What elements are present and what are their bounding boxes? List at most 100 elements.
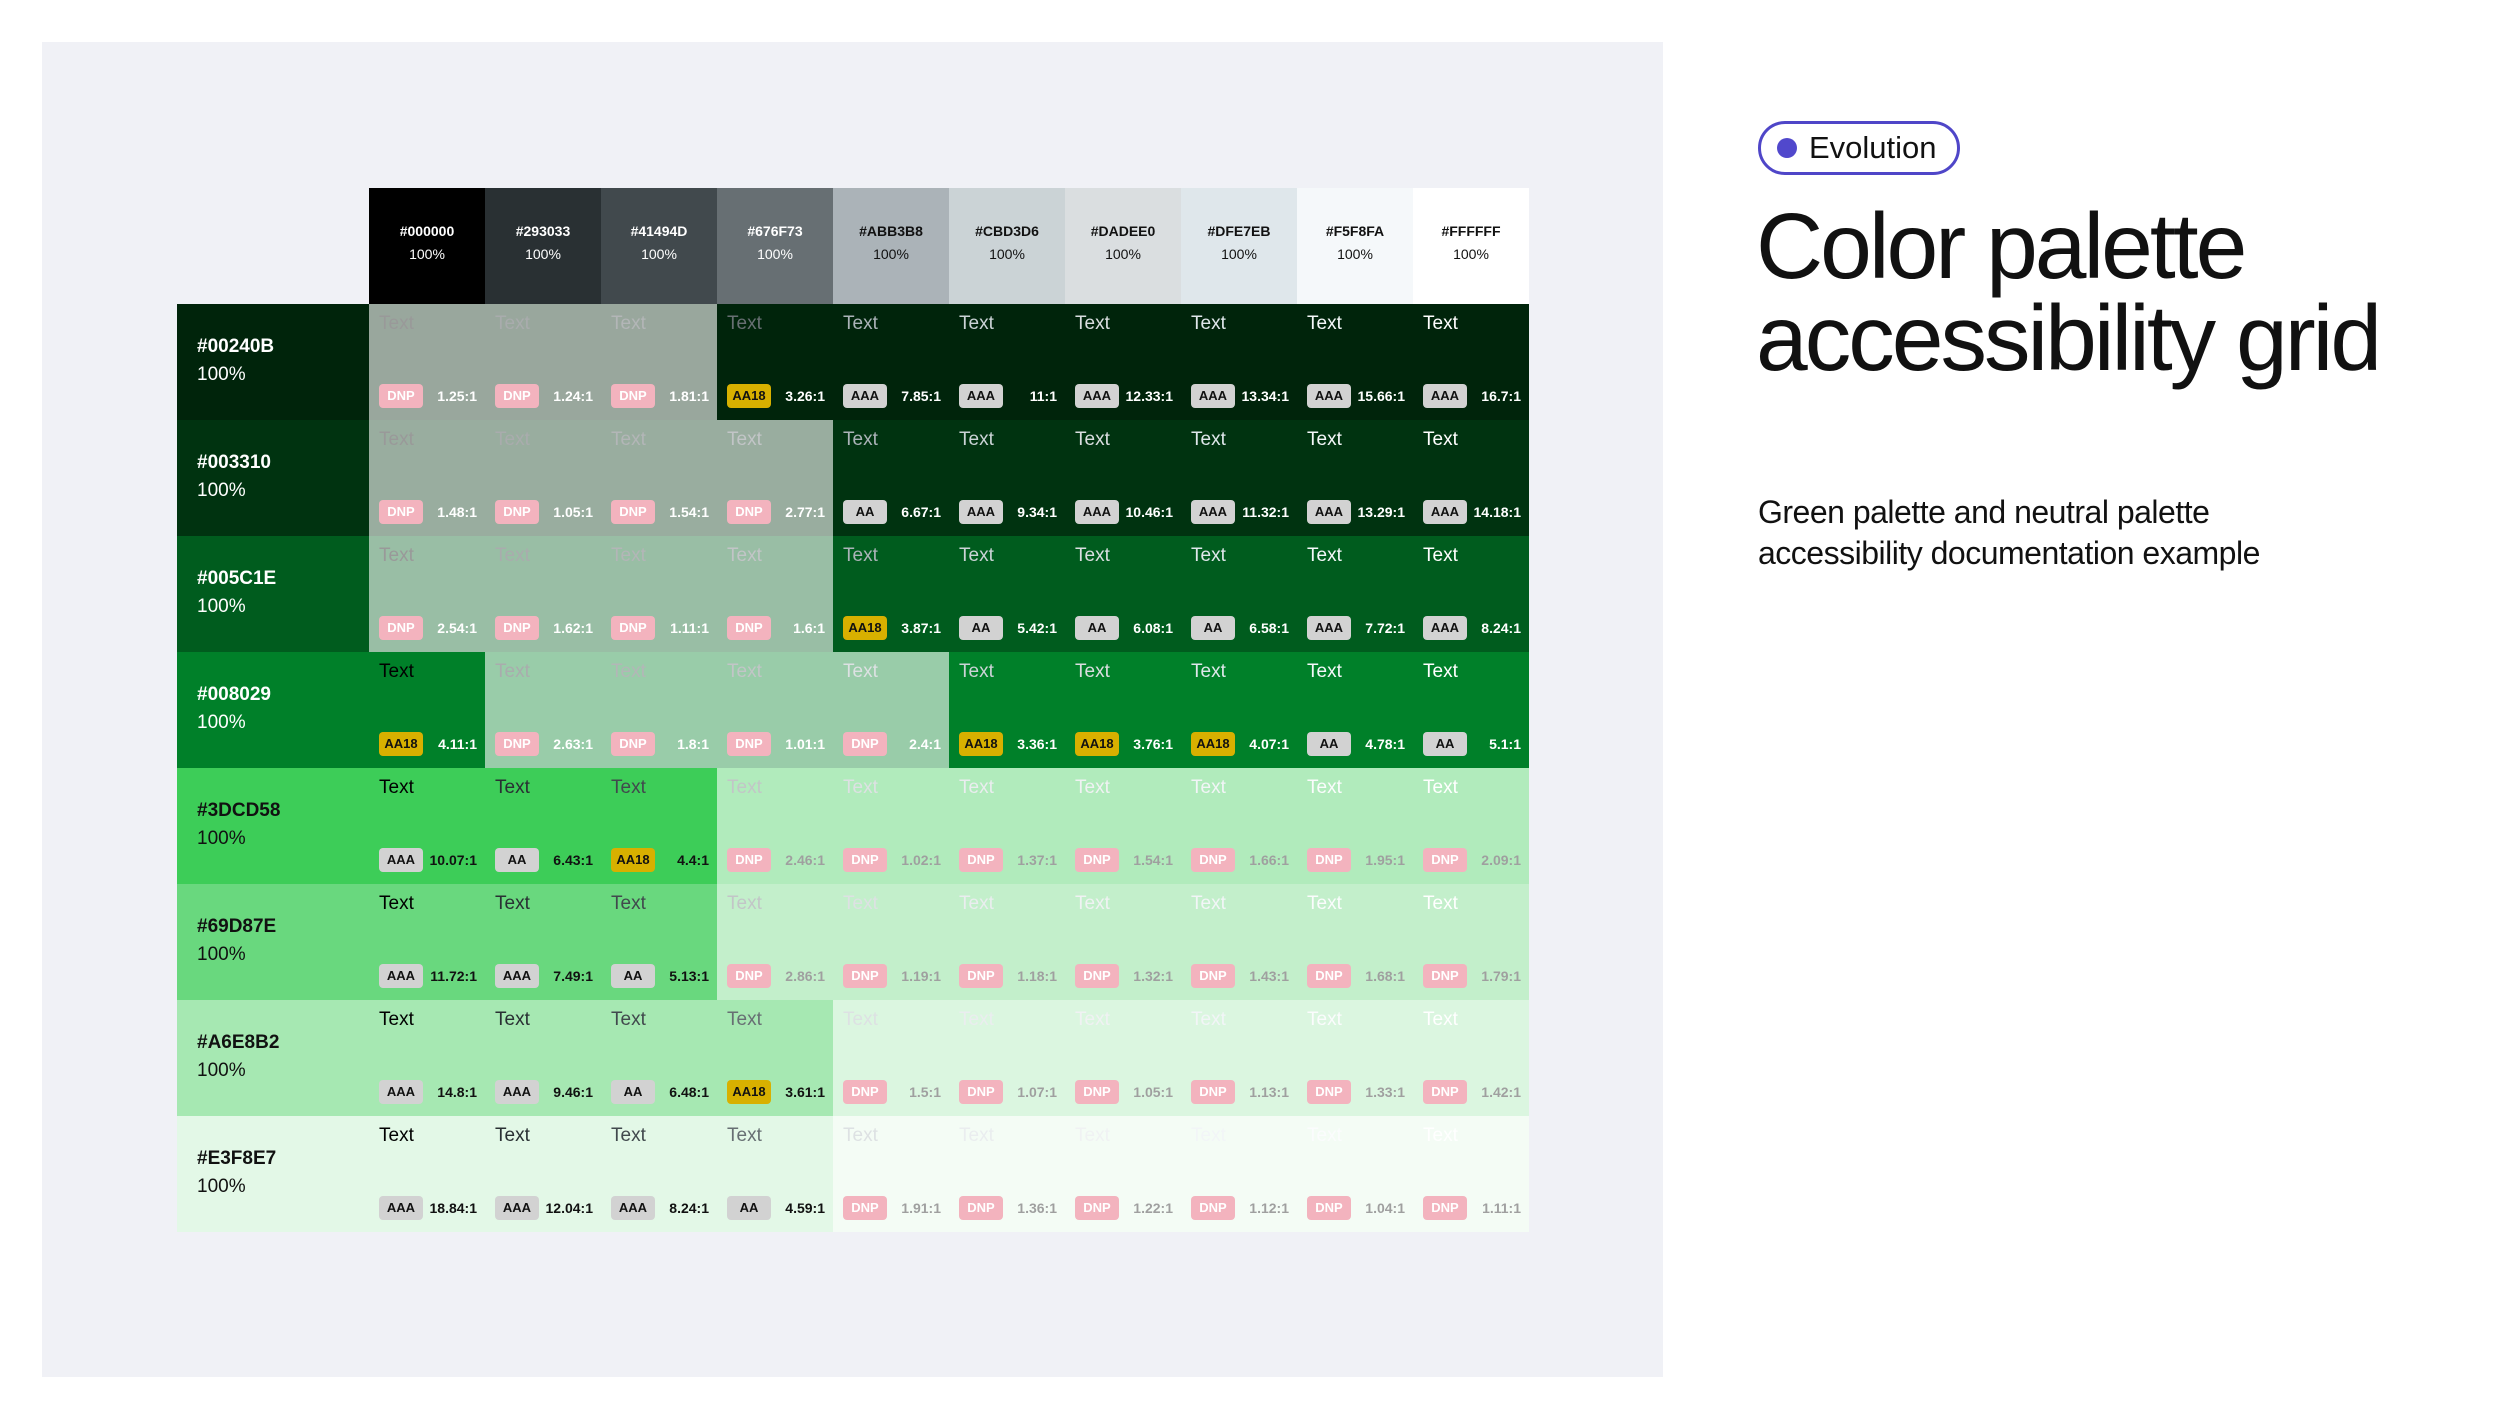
contrast-cell: Text DNP 1.62:1	[485, 536, 601, 652]
column-hex: #41494D	[630, 223, 688, 239]
contrast-ratio: 1.6:1	[793, 620, 825, 636]
contrast-ratio: 1.13:1	[1249, 1084, 1289, 1100]
rating-badge: AAA	[1307, 616, 1351, 640]
contrast-cell: Text AAA 11:1	[949, 304, 1065, 420]
column-opacity: 100%	[1221, 246, 1257, 262]
contrast-cell: Text AA 5.42:1	[949, 536, 1065, 652]
contrast-cell: Text AA 6.67:1	[833, 420, 949, 536]
contrast-cell: Text AAA 10.46:1	[1065, 420, 1181, 536]
sample-text: Text	[611, 313, 646, 334]
column-opacity: 100%	[873, 246, 909, 262]
sample-text: Text	[1191, 661, 1226, 682]
sample-text: Text	[1075, 661, 1110, 682]
sample-text: Text	[843, 661, 878, 682]
contrast-ratio: 4.11:1	[438, 736, 477, 752]
rating-badge: AAA	[495, 1196, 539, 1220]
rating-badge: DNP	[611, 616, 655, 640]
contrast-ratio: 14.18:1	[1473, 504, 1521, 520]
contrast-cell: Text AAA 8.24:1	[1413, 536, 1529, 652]
sample-text: Text	[1075, 545, 1110, 566]
contrast-ratio: 4.78:1	[1365, 736, 1405, 752]
contrast-cell: Text AAA 7.85:1	[833, 304, 949, 420]
contrast-ratio: 6.43:1	[553, 852, 593, 868]
row-opacity: 100%	[197, 480, 246, 501]
sample-text: Text	[959, 1009, 994, 1030]
contrast-cell: Text AA 4.59:1	[717, 1116, 833, 1232]
rating-badge: DNP	[959, 848, 1003, 872]
sample-text: Text	[379, 893, 414, 914]
rating-badge: DNP	[843, 964, 887, 988]
contrast-ratio: 10.46:1	[1125, 504, 1173, 520]
contrast-cell: Text AA18 4.4:1	[601, 768, 717, 884]
rating-badge: DNP	[727, 732, 771, 756]
contrast-ratio: 1.81:1	[669, 388, 709, 404]
contrast-ratio: 6.08:1	[1133, 620, 1173, 636]
rating-badge: DNP	[959, 964, 1003, 988]
contrast-cell: Text DNP 1.54:1	[1065, 768, 1181, 884]
contrast-ratio: 1.19:1	[901, 968, 941, 984]
rating-badge: DNP	[1075, 848, 1119, 872]
column-hex: #000000	[399, 223, 455, 239]
row-hex: #69D87E	[197, 916, 277, 937]
contrast-cell: Text AAA 9.34:1	[949, 420, 1065, 536]
contrast-ratio: 6.58:1	[1249, 620, 1289, 636]
column-opacity: 100%	[1337, 246, 1373, 262]
sample-text: Text	[1423, 893, 1458, 914]
rating-badge: AAA	[1423, 500, 1467, 524]
sample-text: Text	[959, 893, 994, 914]
contrast-cell: Text AA18 3.26:1	[717, 304, 833, 420]
rating-badge: AAA	[379, 1196, 423, 1220]
sample-text: Text	[379, 1009, 414, 1030]
rating-badge: AAA	[843, 384, 887, 408]
contrast-cell: Text DNP 1.12:1	[1181, 1116, 1297, 1232]
contrast-ratio: 1.18:1	[1017, 968, 1057, 984]
contrast-cell: Text DNP 1.5:1	[833, 1000, 949, 1116]
row-opacity: 100%	[197, 1060, 246, 1081]
contrast-cell: Text AAA 9.46:1	[485, 1000, 601, 1116]
rating-badge: DNP	[379, 616, 423, 640]
row-hex: #00240B	[197, 336, 275, 357]
subtitle: Green palette and neutral palette access…	[1758, 494, 2260, 571]
rating-badge: AAA	[379, 1080, 423, 1104]
contrast-cell: Text AA 6.08:1	[1065, 536, 1181, 652]
sample-text: Text	[379, 313, 414, 334]
contrast-ratio: 1.95:1	[1365, 852, 1405, 868]
rating-badge: AAA	[1191, 500, 1235, 524]
rating-badge: DNP	[1423, 1196, 1467, 1220]
sample-text: Text	[1307, 313, 1342, 334]
contrast-ratio: 2.54:1	[437, 620, 477, 636]
contrast-ratio: 1.05:1	[1133, 1084, 1173, 1100]
contrast-ratio: 1.07:1	[1017, 1084, 1057, 1100]
rating-badge: AA18	[959, 732, 1003, 756]
contrast-ratio: 8.24:1	[669, 1200, 709, 1216]
contrast-ratio: 1.33:1	[1365, 1084, 1405, 1100]
column-opacity: 100%	[757, 246, 793, 262]
contrast-ratio: 3.61:1	[785, 1084, 825, 1100]
contrast-ratio: 1.5:1	[909, 1084, 941, 1100]
contrast-cell: Text DNP 1.19:1	[833, 884, 949, 1000]
row-opacity: 100%	[197, 828, 246, 849]
contrast-cell: Text DNP 1.36:1	[949, 1116, 1065, 1232]
contrast-cell: Text AA 6.43:1	[485, 768, 601, 884]
row-opacity: 100%	[197, 944, 246, 965]
rating-badge: AAA	[495, 964, 539, 988]
rating-badge: DNP	[1423, 964, 1467, 988]
column-hex: #FFFFFF	[1441, 223, 1501, 239]
rating-badge: DNP	[611, 732, 655, 756]
sample-text: Text	[1307, 893, 1342, 914]
column-header: #000000 100%	[369, 188, 485, 304]
sample-text: Text	[611, 429, 646, 450]
contrast-cell: Text AA18 3.76:1	[1065, 652, 1181, 768]
column-header: #F5F8FA 100%	[1297, 188, 1413, 304]
column-hex: #DADEE0	[1090, 223, 1156, 239]
contrast-ratio: 1.02:1	[901, 852, 941, 868]
contrast-cell: Text DNP 1.91:1	[833, 1116, 949, 1232]
contrast-cell: Text AAA 18.84:1	[369, 1116, 485, 1232]
rating-badge: DNP	[843, 848, 887, 872]
sample-text: Text	[727, 893, 762, 914]
contrast-cell: Text DNP 1.8:1	[601, 652, 717, 768]
contrast-ratio: 1.62:1	[553, 620, 593, 636]
column-opacity: 100%	[1453, 246, 1489, 262]
sample-text: Text	[495, 661, 530, 682]
rating-badge: DNP	[1191, 964, 1235, 988]
